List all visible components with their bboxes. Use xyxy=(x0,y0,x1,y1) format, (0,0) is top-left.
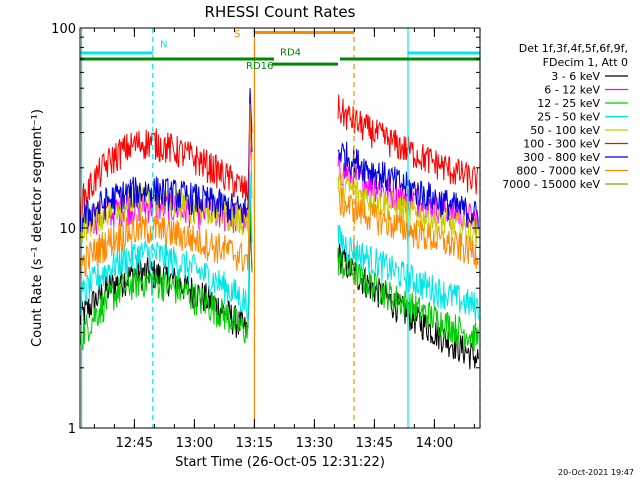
legend-entry-label: 12 - 25 keV xyxy=(537,97,600,110)
legend-entry-label: 7000 - 15000 keV xyxy=(502,178,600,191)
y-tick-label: 100 xyxy=(51,22,76,37)
legend-entry-label: 6 - 12 keV xyxy=(544,84,600,97)
legend-entry-label: 800 - 7000 keV xyxy=(516,165,600,178)
legend-entry-label: 50 - 100 keV xyxy=(530,124,600,137)
series-line-pre xyxy=(79,88,253,233)
x-tick-label: 13:45 xyxy=(356,436,393,451)
flag-label-s: S xyxy=(234,29,240,40)
x-axis: 12:45 13:00 13:15 13:30 13:45 14:00 xyxy=(93,28,475,451)
flag-label-rd16: RD16 xyxy=(246,61,273,72)
legend-header-line-2: FDecim 1, Att 0 xyxy=(543,56,628,69)
legend-entry-label: 300 - 800 keV xyxy=(523,151,600,164)
series-line-pre xyxy=(79,103,253,280)
y-axis-label: Count Rate (s⁻¹ detector segment⁻¹) xyxy=(30,109,45,347)
series-line-pre xyxy=(79,219,253,339)
legend-header-line-1: Det 1f,3f,4f,5f,6f,9f, xyxy=(519,42,628,55)
legend: Det 1f,3f,4f,5f,6f,9f, FDecim 1, Att 0 3… xyxy=(502,42,628,191)
x-tick-label: 13:30 xyxy=(296,436,333,451)
x-tick-label: 13:15 xyxy=(236,436,273,451)
legend-entry-label: 25 - 50 keV xyxy=(537,111,600,124)
series-line-pre xyxy=(79,88,253,221)
flag-label-n: N xyxy=(160,39,167,50)
legend-entry-label: 100 - 300 keV xyxy=(523,138,600,151)
x-tick-label: 14:00 xyxy=(416,436,453,451)
chart-title: RHESSI Count Rates xyxy=(205,3,356,21)
plot-area: N S RD4 RD16 xyxy=(79,28,481,428)
footer-timestamp: 20-Oct-2021 19:47 xyxy=(558,468,634,477)
x-axis-label: Start Time (26-Oct-05 12:31:22) xyxy=(175,455,385,470)
y-tick-label: 10 xyxy=(59,222,76,237)
flag-label-rd4: RD4 xyxy=(280,47,301,58)
y-axis: 1 10 100 xyxy=(51,22,480,437)
x-tick-label: 12:45 xyxy=(116,436,153,451)
x-tick-label: 13:00 xyxy=(176,436,213,451)
legend-entry-label: 3 - 6 keV xyxy=(551,70,600,83)
series-line-pre xyxy=(79,171,253,322)
y-tick-label: 1 xyxy=(68,422,76,437)
series-line-pre xyxy=(79,196,253,351)
